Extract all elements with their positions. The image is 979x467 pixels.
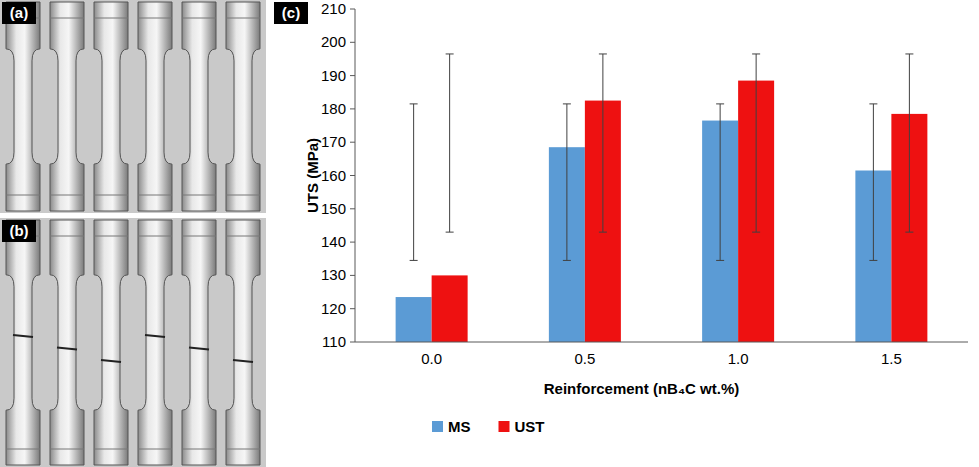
figure: (a) (b) (c) 110 120 130 140 150 160 170 180 190 200 2… [0, 0, 979, 467]
y-tick [350, 9, 355, 10]
panel-label: (a) [10, 4, 28, 21]
specimen-step [182, 449, 216, 450]
x-axis-title: Reinforcement (nB₄C wt.%) [544, 380, 740, 397]
specimen [182, 2, 216, 211]
specimen [6, 2, 40, 211]
specimen-step [50, 236, 84, 237]
error-bar [410, 104, 418, 261]
x-tick-label: 1.5 [881, 350, 902, 367]
specimen-step [138, 195, 172, 196]
error-bar [446, 54, 454, 232]
specimen [182, 220, 216, 465]
panel-label: (b) [9, 222, 28, 239]
y-tick-label: 180 [321, 100, 346, 117]
y-tick [350, 242, 355, 243]
y-tick-label: 170 [321, 133, 346, 150]
bars [396, 54, 928, 342]
fracture-line [189, 347, 209, 349]
y-tick-label: 130 [321, 266, 346, 283]
specimen-step [50, 18, 84, 19]
x-axis [355, 342, 968, 343]
specimen [138, 2, 172, 211]
bar [432, 275, 468, 342]
y-tick [350, 308, 355, 309]
fracture-line [233, 360, 253, 362]
legend-swatch [432, 421, 443, 432]
y-tick-label: 200 [321, 33, 346, 50]
specimen [50, 2, 84, 211]
specimen-step [138, 18, 172, 19]
fracture-line [13, 335, 33, 337]
y-tick [350, 275, 355, 276]
specimen-step [94, 449, 128, 450]
specimen [138, 220, 172, 465]
panel-label-box [2, 220, 36, 242]
specimen-step [182, 18, 216, 19]
x-tick-label: 0.5 [574, 350, 595, 367]
photo-panel [0, 0, 266, 213]
specimen [226, 2, 260, 211]
photo-background [0, 0, 266, 213]
error-bar [752, 54, 760, 232]
specimen-step [50, 195, 84, 196]
y-tick [350, 342, 355, 343]
y-tick-label: 120 [321, 300, 346, 317]
y-tick-label: 190 [321, 67, 346, 84]
specimen [6, 220, 40, 465]
fracture-line [57, 347, 77, 349]
specimen-step [182, 236, 216, 237]
specimen-step [6, 195, 40, 196]
y-tick [350, 208, 355, 209]
y-tick-label: 140 [321, 233, 346, 250]
specimen-step [182, 195, 216, 196]
panel-label-box [274, 2, 308, 24]
y-tick [350, 108, 355, 109]
specimen-step [226, 236, 260, 237]
legend-label: UST [515, 418, 545, 435]
y-tick-label: 150 [321, 200, 346, 217]
x-tick-label: 1.0 [728, 350, 749, 367]
y-axis [355, 9, 356, 342]
y-tick-label: 210 [321, 0, 346, 17]
specimen-step [94, 195, 128, 196]
x-tick-label: 0.0 [421, 350, 442, 367]
specimen [226, 220, 260, 465]
panel-label: (c) [282, 4, 300, 21]
y-tick-label: 160 [321, 167, 346, 184]
specimen-step [226, 449, 260, 450]
bar [396, 297, 432, 342]
error-bar [563, 104, 571, 261]
y-tick [350, 175, 355, 176]
photo-background [0, 218, 266, 467]
specimen [94, 2, 128, 211]
fracture-line [145, 335, 165, 337]
specimen [94, 220, 128, 465]
y-tick [350, 75, 355, 76]
specimen-step [6, 449, 40, 450]
error-bar [869, 104, 877, 261]
y-axis-title: UTS (MPa) [304, 138, 321, 213]
legend-label: MS [448, 418, 471, 435]
specimen-step [138, 449, 172, 450]
specimen-step [138, 236, 172, 237]
photo-panel [0, 218, 266, 467]
error-bar [905, 54, 913, 232]
specimen-step [226, 195, 260, 196]
error-bar [716, 104, 724, 261]
specimen [50, 220, 84, 465]
legend-swatch [499, 421, 510, 432]
panel-label-box [2, 2, 36, 24]
y-tick-label: 110 [322, 333, 346, 350]
specimen-step [94, 18, 128, 19]
y-tick [350, 42, 355, 43]
specimen-step [50, 449, 84, 450]
specimen-step [94, 236, 128, 237]
error-bar [599, 54, 607, 232]
fracture-line [101, 360, 121, 362]
y-tick [350, 142, 355, 143]
specimen-step [226, 18, 260, 19]
